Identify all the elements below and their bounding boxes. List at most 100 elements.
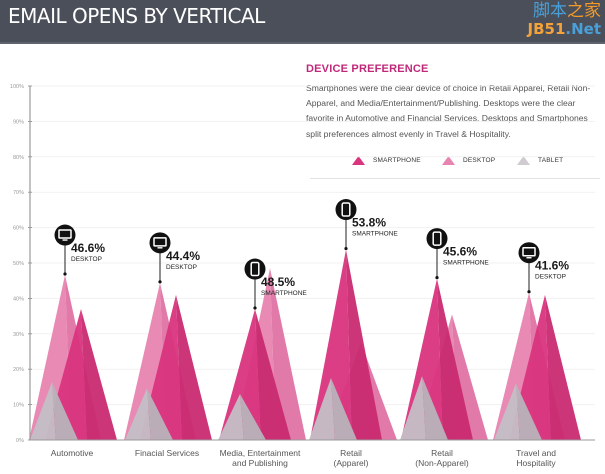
- y-tick-label: 60%: [13, 226, 24, 232]
- triangles-group: [29, 249, 581, 440]
- annotation-dot: [158, 280, 162, 284]
- smartphone-pyramid-right-face: [437, 278, 473, 440]
- description-text: Smartphones were the clear device of cho…: [306, 83, 591, 139]
- tablet-pyramid: [125, 388, 173, 440]
- x-category-label: Travel and: [516, 448, 556, 458]
- annotation-value-label: 45.6%: [443, 245, 477, 259]
- watermark-text-a: 脚本: [533, 1, 567, 21]
- annotation-icon-circle: [335, 199, 357, 221]
- x-category-label: Hospitality: [516, 458, 556, 468]
- legend-item-tablet: TABLET: [517, 156, 563, 165]
- watermark-logo: 脚本之家 JB51.Net: [481, 1, 602, 40]
- annotation-device-label: SMARTPHONE: [352, 231, 398, 238]
- tablet-pyramid: [218, 393, 266, 440]
- chart-legend: SMARTPHONE DESKTOP TABLET: [352, 156, 582, 172]
- tablet-pyramid-right-face: [147, 388, 173, 440]
- tablet-pyramid: [309, 378, 357, 440]
- y-tick-label: 70%: [13, 190, 24, 196]
- tablet-pyramid-left-face: [125, 388, 151, 440]
- y-tick-label: 30%: [13, 332, 24, 338]
- y-tick-label: 0%: [16, 438, 24, 444]
- smartphone-icon: [250, 261, 260, 277]
- page-title: EMAIL OPENS BY VERTICAL: [8, 4, 265, 28]
- annotation-icon-circle: [244, 258, 266, 280]
- tablet-pyramid-right-face: [52, 381, 78, 440]
- annotation-dot: [63, 272, 67, 276]
- annotation-device-label: SMARTPHONE: [261, 290, 307, 297]
- smartphone-pyramid-left-face: [310, 249, 352, 440]
- annotation-value-label: 46.6%: [71, 241, 105, 255]
- annotation-dot: [435, 275, 439, 280]
- annotation-device-label: DESKTOP: [166, 264, 197, 271]
- desktop-icon: [153, 237, 167, 247]
- tablet-pyramid-right-face: [516, 383, 542, 440]
- legend-divider: [310, 178, 600, 179]
- description-title: DEVICE PREFERENCE: [306, 63, 429, 75]
- x-category-label: and Publishing: [232, 458, 288, 468]
- x-category-label: Retail: [431, 448, 453, 458]
- watermark-text-c: JB51: [527, 20, 566, 38]
- desktop-icon: [58, 229, 72, 239]
- tablet-triangle-icon: [517, 156, 530, 165]
- x-category-label: Media, Entertainment: [220, 448, 301, 458]
- smartphone-pyramid-right-face: [81, 309, 117, 440]
- legend-label-desktop: DESKTOP: [463, 157, 496, 164]
- tablet-pyramid: [30, 381, 78, 440]
- annotation-device-label: DESKTOP: [535, 274, 566, 281]
- annotation-value-label: 41.6%: [535, 259, 569, 273]
- smartphone-triangle-icon: [352, 156, 365, 165]
- y-tick-label: 50%: [13, 261, 24, 267]
- tablet-pyramid-left-face: [309, 378, 335, 440]
- tablet-pyramid-right-face: [240, 393, 266, 440]
- smartphone-pyramid-right-face: [176, 294, 212, 440]
- legend-item-smartphone: SMARTPHONE: [352, 156, 421, 165]
- tablet-pyramid-left-face: [400, 376, 426, 440]
- x-category-label: Retail: [340, 448, 362, 458]
- smartphone-pyramid-right-face: [545, 294, 581, 440]
- tablet-pyramid-right-face: [331, 378, 357, 440]
- y-tick-label: 10%: [13, 403, 24, 409]
- smartphone-pyramid: [401, 278, 473, 440]
- annotation-value-label: 48.5%: [261, 275, 295, 289]
- smartphone-pyramid-right-face: [346, 249, 382, 440]
- tablet-pyramid-right-face: [422, 376, 448, 440]
- legend-item-desktop: DESKTOP: [442, 156, 495, 165]
- annotation-device-label: SMARTPHONE: [443, 260, 489, 267]
- y-tick-label: 40%: [13, 296, 24, 302]
- x-category-label: (Apparel): [334, 458, 369, 468]
- x-category-label: Automotive: [51, 448, 94, 458]
- x-category-label: (Non-Apparel): [415, 458, 469, 468]
- desktop-triangle-icon: [442, 156, 455, 165]
- smartphone-pyramid: [310, 249, 382, 440]
- y-tick-label: 90%: [13, 119, 24, 125]
- y-tick-label: 80%: [13, 155, 24, 161]
- y-tick-label: 20%: [13, 367, 24, 373]
- header-bar: EMAIL OPENS BY VERTICAL 脚本之家 JB51.Net: [0, 0, 605, 44]
- tablet-pyramid-left-face: [218, 393, 244, 440]
- watermark-text-d: .Net: [565, 20, 601, 38]
- annotation-value-label: 44.4%: [166, 249, 200, 263]
- desktop-icon: [522, 246, 536, 257]
- legend-label-smartphone: SMARTPHONE: [373, 157, 421, 164]
- x-category-label: Finacial Services: [135, 448, 199, 458]
- watermark-text-b: 之家: [567, 1, 601, 21]
- legend-label-tablet: TABLET: [538, 157, 564, 164]
- smartphone-pyramid: [219, 309, 291, 440]
- y-tick-label: 100%: [10, 84, 24, 90]
- annotation-value-label: 53.8%: [352, 216, 386, 230]
- tablet-pyramid: [400, 376, 448, 440]
- annotation-dot: [527, 290, 531, 294]
- tablet-pyramid: [494, 383, 542, 440]
- annotation-icon-circle: [426, 228, 448, 250]
- annotation-device-label: DESKTOP: [71, 256, 102, 263]
- tablet-pyramid-left-face: [30, 381, 56, 440]
- annotation-dot: [344, 246, 348, 251]
- smartphone-icon: [432, 231, 442, 246]
- annotation-dot: [253, 306, 257, 310]
- smartphone-icon: [341, 202, 351, 217]
- smartphone-pyramid-left-face: [219, 309, 261, 440]
- smartphone-pyramid-left-face: [401, 278, 443, 440]
- smartphone-pyramid-right-face: [255, 309, 291, 440]
- tablet-pyramid-left-face: [494, 383, 520, 440]
